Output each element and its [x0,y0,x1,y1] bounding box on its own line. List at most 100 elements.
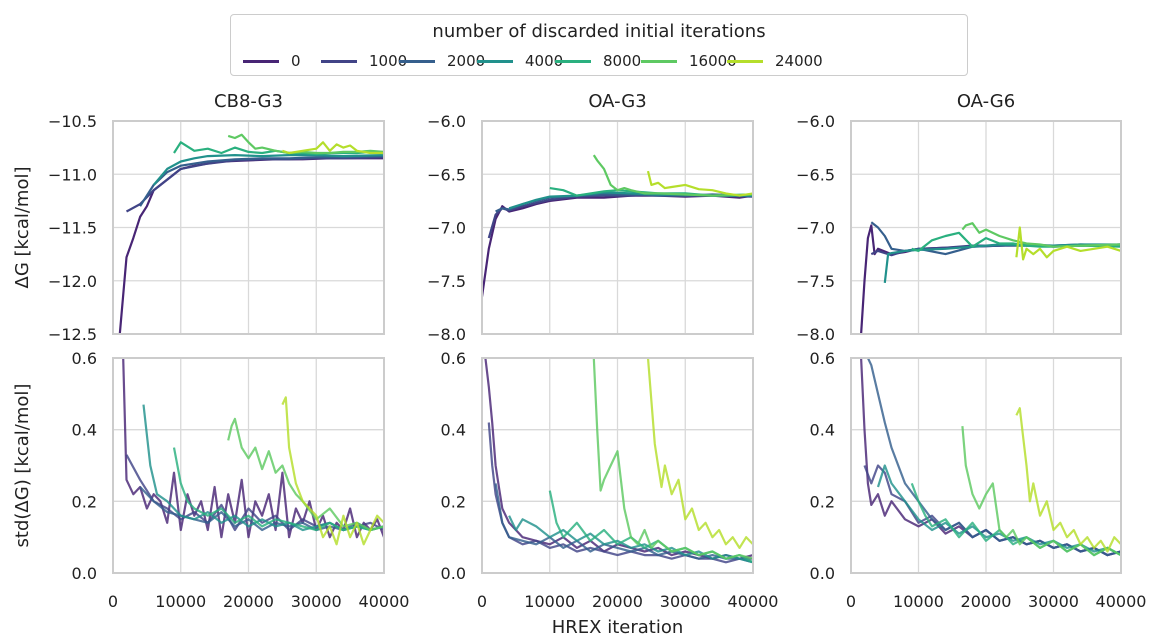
series-group [484,358,753,564]
series-line-24000 [1015,226,1121,261]
x-tick-label: 30000 [291,592,342,611]
x-axis-label: HREX iteration [552,617,684,638]
panel-std-2: 0.6 0.4 0.2 0.0 0 10000 20000 30000 40000 [810,349,1147,611]
x-tick-label: 0 [477,592,487,611]
y-tick-label: 0.2 [441,492,466,511]
y-tick-label: −12.5 [48,325,97,344]
y-axis-label: std(ΔG) [kcal/mol] [12,384,33,548]
y-tick-label: 0.0 [810,564,835,583]
y-tick-label: −7.5 [796,272,835,291]
y-tick-label: −7.5 [427,272,466,291]
y-tick-label: −6.0 [796,112,835,131]
legend-entry-2000: 2000 [399,51,485,71]
legend-swatch [555,59,591,63]
legend-label: 8000 [603,52,642,70]
y-axis-label: ΔG [kcal/mol] [12,167,33,289]
plot-frame [112,120,385,335]
series-group [482,154,753,297]
y-tick-label: 0.0 [441,564,466,583]
y-tick-label: −7.0 [796,219,835,238]
series-line-16000 [961,222,1121,248]
y-tick-label: −11.5 [48,219,97,238]
series-line-16000 [961,426,1121,557]
x-tick-label: 0 [108,592,118,611]
panel-title: CB8-G3 [214,91,283,112]
y-tick-label: −8.0 [796,325,835,344]
y-tick-label: 0.4 [810,421,835,440]
series-line-4000 [508,515,753,564]
legend-entry-0: 0 [243,51,301,71]
legend-entry-16000: 16000 [641,51,737,71]
y-tick-label: 0.4 [441,421,466,440]
panel-std-0: 0.6 0.4 0.2 0.0 0 10000 20000 30000 40000 std(ΔG)… [12,349,409,611]
x-tick-label: 40000 [1096,592,1147,611]
series-group [860,358,1121,557]
x-tick-label: 30000 [1028,592,1079,611]
legend-swatch [727,59,763,63]
y-tick-label: −6.5 [427,165,466,184]
panel-oa-g6: −6.0 −6.5 −7.0 −7.5 −8.0 OA-G6 [796,91,1122,344]
series-group [122,358,384,546]
x-tick-label: 30000 [660,592,711,611]
x-tick-label: 20000 [223,592,274,611]
y-tick-label: −6.5 [796,165,835,184]
series-line-24000 [281,396,384,546]
y-tick-label: 0.2 [810,492,835,511]
series-line-4000 [152,154,384,186]
x-tick-label: 10000 [524,592,575,611]
plot-frame [481,120,754,335]
legend-swatch [399,59,435,63]
legend-label: 24000 [775,52,823,70]
legend-title: number of discarded initial iterations [432,21,766,42]
series-line-2000 [139,155,384,207]
series-line-16000 [592,154,753,197]
panel-title: OA-G6 [957,91,1015,112]
y-tick-label: 0.6 [72,349,97,368]
series-line-24000 [282,141,384,155]
x-tick-label: 20000 [961,592,1012,611]
x-tick-label: 10000 [155,592,206,611]
legend-label: 0 [291,52,301,70]
legend-label: 4000 [525,52,564,70]
x-tick-label: 20000 [592,592,643,611]
panel-title: OA-G3 [588,91,646,112]
legend-entry-4000: 4000 [477,51,563,71]
series-line-24000 [1015,407,1121,553]
y-tick-label: −10.5 [48,112,97,131]
panel-cb8-g3: −10.5 −11.0 −11.5 −12.0 −12.5 CB8-G3 ΔG [kcal/… [12,91,385,344]
series-group [860,221,1121,334]
panel-oa-g3: −6.0 −6.5 −7.0 −7.5 −8.0 OA-G3 [427,91,754,344]
series-line-16000 [227,417,384,532]
legend: number of discarded initial iterations 0… [230,14,968,76]
x-tick-label: 0 [846,592,856,611]
legend-swatch [321,59,357,63]
legend-items: 0 1000 2000 4000 8000 16000 24000 [237,51,961,71]
legend-label: 1000 [369,52,408,70]
series-line-16000 [592,358,753,560]
series-line-24000 [646,358,753,550]
series-group [118,133,384,334]
plot-frame [850,120,1122,335]
y-tick-label: 0.6 [810,349,835,368]
legend-label: 2000 [447,52,486,70]
legend-swatch [477,59,513,63]
series-line-24000 [646,170,753,197]
legend-entry-24000: 24000 [727,51,823,71]
legend-swatch [641,59,677,63]
plot-frame [850,357,1122,574]
y-tick-label: −7.0 [427,219,466,238]
y-tick-label: 0.6 [441,349,466,368]
legend-entry-1000: 1000 [321,51,407,71]
x-tick-label: 10000 [893,592,944,611]
x-tick-label: 40000 [728,592,779,611]
plot-frame [112,357,385,574]
legend-label: 16000 [689,52,737,70]
legend-entry-8000: 8000 [555,51,641,71]
series-line-8000 [172,447,384,532]
legend-swatch [243,59,279,63]
x-tick-label: 40000 [359,592,410,611]
y-tick-label: −8.0 [427,325,466,344]
y-tick-label: −6.0 [427,112,466,131]
panel-std-1: 0.6 0.4 0.2 0.0 0 10000 20000 30000 40000 HREX it… [441,349,779,638]
